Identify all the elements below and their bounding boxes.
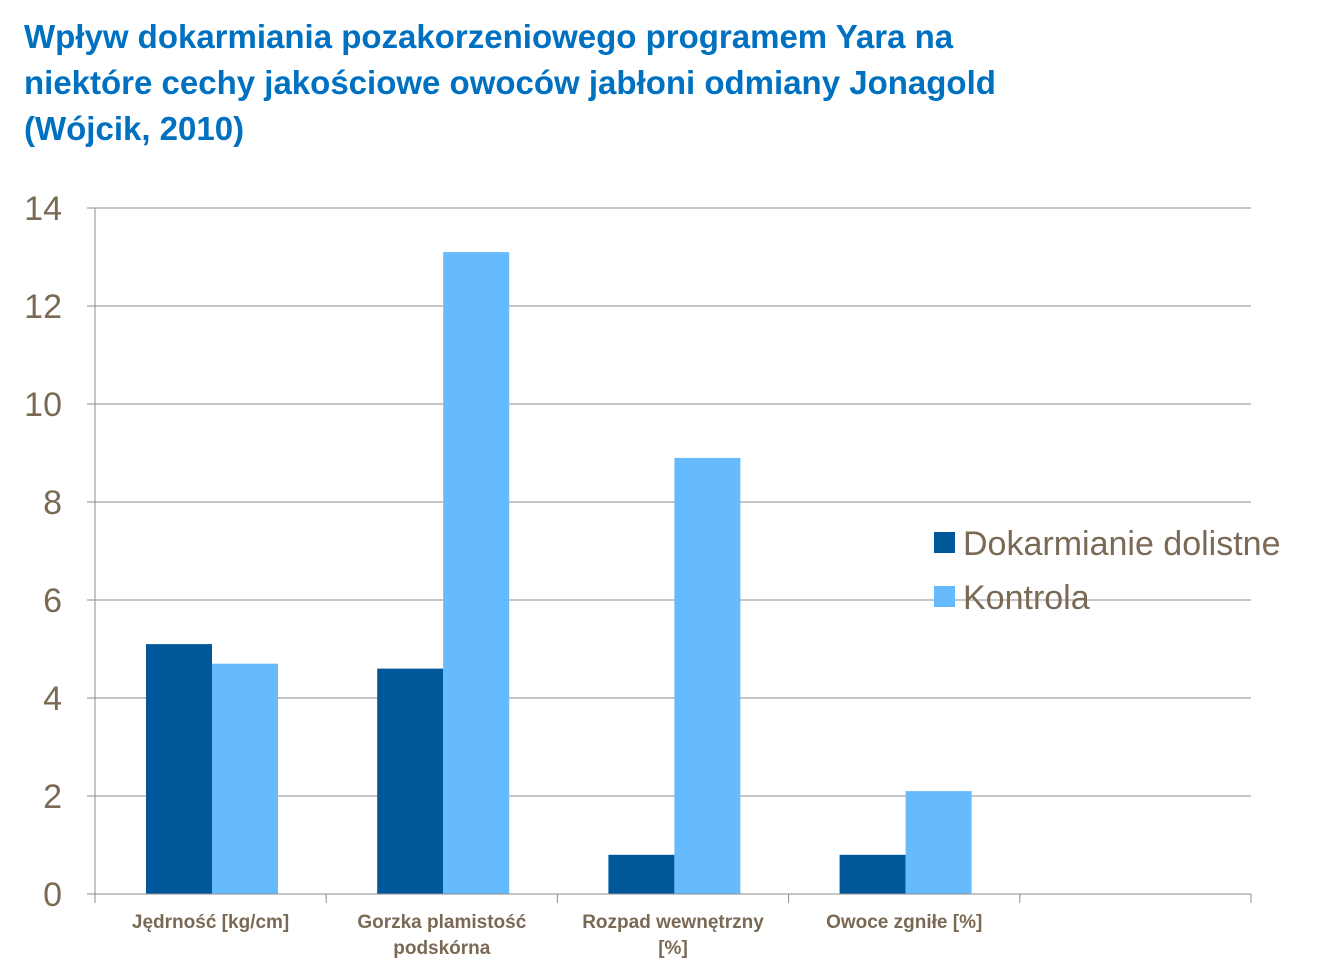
bar-1-1 xyxy=(443,252,510,895)
bar-0-2 xyxy=(608,854,675,894)
chart-title-line-2: niektóre cechy jakościowe owoców jabłoni… xyxy=(24,64,996,101)
bar-0-3 xyxy=(839,854,906,894)
x-tick-label: Owoce zgniłe [%] xyxy=(826,912,982,933)
bar-1-0 xyxy=(212,663,278,894)
legend-swatch-1 xyxy=(934,586,955,607)
legend-label-1: Kontrola xyxy=(963,579,1090,617)
y-tick-label: 12 xyxy=(24,288,62,326)
legend-label-0: Dokarmianie dolistne xyxy=(963,525,1281,563)
bar-1-2 xyxy=(674,457,741,894)
x-tick-label: Rozpad wewnętrzny xyxy=(582,912,764,933)
chart-title-line-1: Wpływ dokarmiania pozakorzeniowego progr… xyxy=(24,18,954,55)
x-tick-label: podskórna xyxy=(393,938,491,959)
y-tick-label: 0 xyxy=(43,876,62,914)
y-tick-label: 6 xyxy=(43,582,62,620)
chart-title: Wpływ dokarmiania pozakorzeniowego progr… xyxy=(24,14,1314,152)
y-tick-label: 8 xyxy=(43,484,62,522)
bar-0-0 xyxy=(146,644,212,894)
x-tick-label: Jędrność [kg/cm] xyxy=(132,912,289,933)
y-tick-label: 4 xyxy=(43,680,62,718)
legend-swatch-0 xyxy=(934,532,955,553)
y-tick-label: 10 xyxy=(24,386,62,424)
x-tick-label: Gorzka plamistość xyxy=(357,912,526,933)
x-tick-label: [%] xyxy=(658,938,688,959)
bar-1-3 xyxy=(905,791,972,894)
y-tick-label: 14 xyxy=(24,190,62,228)
y-tick-label: 2 xyxy=(43,778,62,816)
bar-0-1 xyxy=(377,668,444,894)
chart-title-line-3: (Wójcik, 2010) xyxy=(24,110,245,147)
